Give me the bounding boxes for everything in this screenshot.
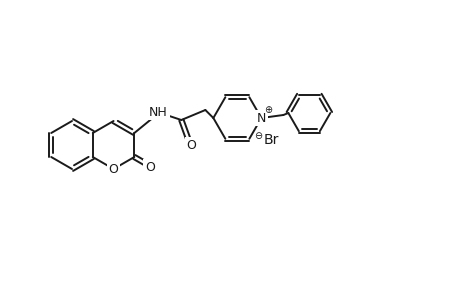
Text: ⊕: ⊕	[264, 105, 272, 115]
Text: Br: Br	[263, 133, 279, 147]
Text: O: O	[108, 163, 118, 176]
Text: O: O	[145, 161, 155, 174]
Text: NH: NH	[149, 106, 168, 118]
Text: N: N	[256, 112, 265, 124]
Text: ⊖: ⊖	[254, 131, 262, 141]
Text: O: O	[186, 139, 196, 152]
